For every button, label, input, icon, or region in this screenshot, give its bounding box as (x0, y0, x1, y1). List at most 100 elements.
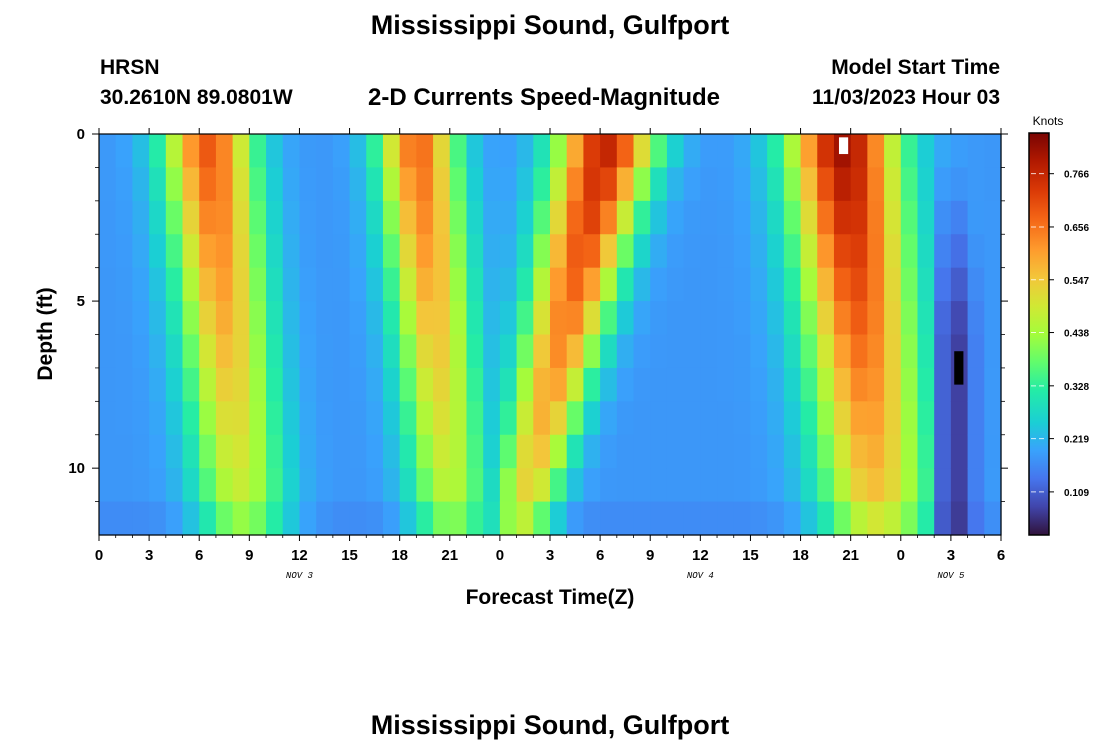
heatmap-cell (483, 468, 501, 503)
x-tick-label: 12 (692, 547, 709, 564)
heatmap-cell (182, 167, 200, 202)
missing-data-marker (838, 137, 849, 155)
heatmap-cell (633, 167, 651, 202)
heatmap-cell (683, 334, 701, 369)
heatmap-cell (833, 234, 852, 269)
heatmap-cell (165, 267, 184, 302)
heatmap-cell (934, 401, 952, 436)
heatmap-cell (633, 501, 651, 536)
heatmap-cell (215, 367, 234, 402)
heatmap-cell (900, 367, 919, 402)
footer-title: Mississippi Sound, Gulfport (370, 710, 730, 740)
heatmap-cell (967, 468, 985, 503)
heatmap-cell (817, 434, 835, 469)
heatmap-cell (967, 167, 985, 202)
x-axis: 0 3 6 9 12 15 18 21 0 3 6 9 12 15 18 21 0 3 6 NOV 3 NOV 4 NOV… (95, 128, 1005, 581)
heatmap-cell (299, 367, 317, 402)
heatmap-cell (516, 167, 534, 202)
heatmap-cell (332, 434, 351, 469)
heatmap-cell (165, 167, 184, 202)
heatmap-cell (165, 134, 184, 169)
heatmap-cell (666, 501, 685, 536)
heatmap-cell (900, 434, 919, 469)
heatmap-cell (516, 434, 534, 469)
heatmap-cell (416, 234, 434, 269)
heatmap-cell (282, 167, 301, 202)
heatmap-cell (266, 200, 284, 235)
heatmap-cell (399, 134, 417, 169)
heatmap-cell (232, 267, 250, 302)
heatmap-cell (483, 334, 501, 369)
heatmap-cell (282, 334, 301, 369)
heatmap-cell (399, 267, 417, 302)
x-tick-label: 0 (95, 547, 103, 564)
heatmap-cell (349, 468, 367, 503)
heatmap-cell (132, 167, 150, 202)
heatmap-cell (917, 267, 935, 302)
heatmap-cell (583, 501, 601, 536)
heatmap-cell (967, 301, 985, 336)
heatmap-cell (633, 367, 651, 402)
heatmap-cell (783, 401, 802, 436)
heatmap-cell (182, 134, 200, 169)
heatmap-cell (316, 301, 334, 336)
heatmap-cell (967, 434, 985, 469)
heatmap-cell (282, 367, 301, 402)
heatmap-cell (767, 234, 785, 269)
heatmap-cell (149, 234, 167, 269)
heatmap-cell (149, 501, 167, 536)
heatmap-cell (683, 434, 701, 469)
heatmap-cell (867, 200, 885, 235)
heatmap-cell (349, 267, 367, 302)
heatmap-cell (967, 401, 985, 436)
heatmap-cell (733, 234, 752, 269)
heatmap-cell (750, 200, 768, 235)
heatmap-cell (182, 367, 200, 402)
heatmap-cell (900, 167, 919, 202)
heatmap-cell (382, 367, 401, 402)
heatmap-cell (783, 234, 802, 269)
heatmap-cell (416, 401, 434, 436)
heatmap-cell (583, 367, 601, 402)
heatmap-cell (433, 234, 451, 269)
heatmap-cell (666, 468, 685, 503)
y-axis: 0 5 10 (68, 126, 1008, 502)
heatmap-cell (499, 134, 518, 169)
date-label: NOV 4 (687, 571, 714, 581)
heatmap-cell (700, 401, 718, 436)
heatmap-cell (282, 267, 301, 302)
heatmap-cell (99, 301, 117, 336)
heatmap-cell (917, 234, 935, 269)
x-tick-label: 18 (391, 547, 408, 564)
heatmap-cell (115, 301, 133, 336)
heatmap-cell (215, 401, 234, 436)
heatmap-cell (783, 334, 802, 369)
heatmap-cell (884, 501, 902, 536)
heatmap-cell (132, 434, 150, 469)
heatmap-cell (199, 468, 217, 503)
heatmap-cell (332, 334, 351, 369)
heatmap-cell (750, 434, 768, 469)
station-coords: 30.2610N 89.0801W (100, 86, 293, 109)
heatmap-cell (115, 200, 133, 235)
heatmap-cell (833, 401, 852, 436)
heatmap-cell (499, 334, 518, 369)
heatmap-cell (382, 267, 401, 302)
heatmap-cell (950, 200, 969, 235)
heatmap-cell (733, 200, 752, 235)
heatmap-cell (149, 401, 167, 436)
x-tick-label: 18 (792, 547, 809, 564)
heatmap-cell (616, 501, 635, 536)
heatmap-cell (984, 401, 1002, 436)
heatmap-cell (550, 334, 568, 369)
heatmap-cell (366, 401, 384, 436)
heatmap-cell (483, 301, 501, 336)
heatmap-cell (934, 134, 952, 169)
heatmap-cell (282, 234, 301, 269)
heatmap-cell (466, 367, 484, 402)
heatmap-cell (332, 468, 351, 503)
heatmap-cell (666, 334, 685, 369)
heatmap-cell (349, 301, 367, 336)
heatmap-cell (182, 234, 200, 269)
heatmap-cell (917, 468, 935, 503)
